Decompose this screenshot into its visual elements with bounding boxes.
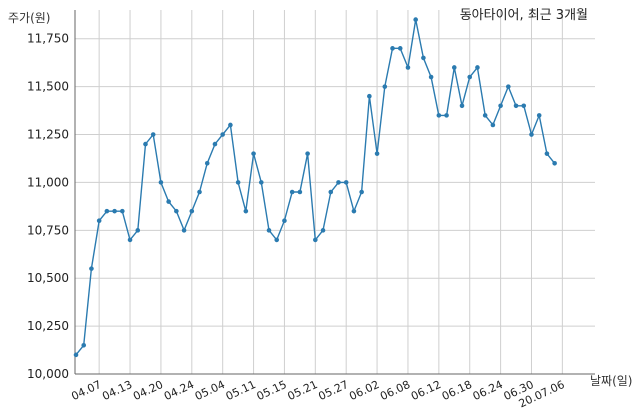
data-point (405, 65, 411, 70)
chart-title: 동아타이어, 최근 3개월 (460, 8, 588, 23)
data-point (529, 132, 534, 137)
data-point (490, 122, 496, 128)
data-point (506, 84, 511, 89)
data-point (158, 180, 164, 185)
data-point (413, 17, 418, 22)
data-point (444, 113, 449, 118)
data-point (320, 228, 326, 233)
data-point (328, 189, 334, 195)
data-point (212, 141, 218, 147)
data-point (143, 141, 148, 147)
grid (75, 10, 595, 375)
data-point (96, 218, 102, 224)
data-point (374, 151, 380, 156)
x-tick-label: 04.13 (100, 378, 134, 403)
data-point (536, 113, 542, 118)
data-point (313, 237, 318, 243)
data-point (274, 237, 280, 243)
data-point (513, 103, 519, 109)
data-point (482, 113, 488, 118)
y-tick-label: 11,250 (27, 128, 69, 142)
data-point (467, 74, 473, 80)
data-point (336, 180, 341, 185)
data-point (382, 84, 388, 89)
data-point (428, 74, 434, 80)
data-point (189, 208, 195, 214)
data-point (266, 228, 272, 233)
x-tick-label: 05.15 (255, 378, 289, 403)
data-point (235, 180, 241, 185)
data-point (135, 228, 141, 233)
y-tick-label: 10,250 (27, 319, 69, 333)
data-point (475, 65, 480, 70)
y-tick-label: 10,500 (27, 271, 69, 285)
data-point (251, 151, 256, 156)
x-tick-label: 06.02 (347, 378, 381, 403)
data-point (166, 199, 171, 204)
y-tick-label: 10,000 (27, 367, 69, 381)
data-point (343, 180, 349, 185)
data-point (220, 132, 225, 137)
data-point (289, 189, 295, 195)
data-point (197, 189, 202, 195)
y-axis-label: 주가(원) (8, 11, 50, 25)
axes: 10,000 10,250 10,500 10,750 11,000 11,250 11,5… (27, 10, 595, 410)
x-tick-label: 06.24 (471, 378, 505, 403)
data-point (436, 113, 442, 118)
data-point (297, 189, 303, 195)
data-point (228, 122, 233, 128)
data-point (181, 228, 187, 233)
data-point (174, 208, 179, 214)
data-point (305, 151, 310, 156)
x-tick-label: 05.27 (316, 378, 350, 403)
data-point (359, 189, 364, 195)
x-tick-label: 06.18 (440, 378, 474, 403)
data-point (89, 266, 94, 271)
y-tick-label: 11,750 (27, 32, 69, 46)
data-point (421, 55, 426, 61)
data-point (204, 160, 210, 166)
data-point (112, 208, 117, 214)
x-tick-label: 05.04 (193, 378, 227, 403)
x-tick-label: 04.24 (162, 378, 196, 403)
data-point (451, 65, 457, 70)
x-tick-label: 04.07 (69, 378, 103, 403)
series-layer (73, 17, 557, 358)
data-point (127, 237, 133, 243)
data-point (258, 180, 264, 185)
data-point (498, 103, 503, 109)
x-axis-label: 날짜(일) (590, 374, 632, 388)
x-tick-label: 06.08 (378, 378, 412, 403)
x-tick-label: 05.11 (224, 378, 258, 403)
data-point (150, 132, 156, 137)
y-tick-label: 10,750 (27, 223, 69, 237)
data-point (81, 342, 87, 348)
data-point (390, 46, 395, 51)
y-tick-label: 11,500 (27, 80, 69, 94)
data-point (552, 160, 557, 166)
data-point (282, 218, 287, 224)
data-point (120, 208, 125, 214)
data-point (367, 93, 372, 99)
data-point (73, 352, 79, 358)
data-point (243, 208, 249, 214)
data-point (544, 151, 550, 156)
data-point (397, 46, 403, 51)
x-tick-label: 06.12 (409, 378, 443, 403)
x-tick-label: 04.20 (131, 378, 165, 403)
data-point (459, 103, 465, 109)
x-tick-label: 05.21 (286, 378, 320, 403)
data-point (351, 208, 357, 214)
data-point (104, 208, 110, 214)
data-point (521, 103, 527, 109)
y-tick-label: 11,000 (27, 175, 69, 189)
